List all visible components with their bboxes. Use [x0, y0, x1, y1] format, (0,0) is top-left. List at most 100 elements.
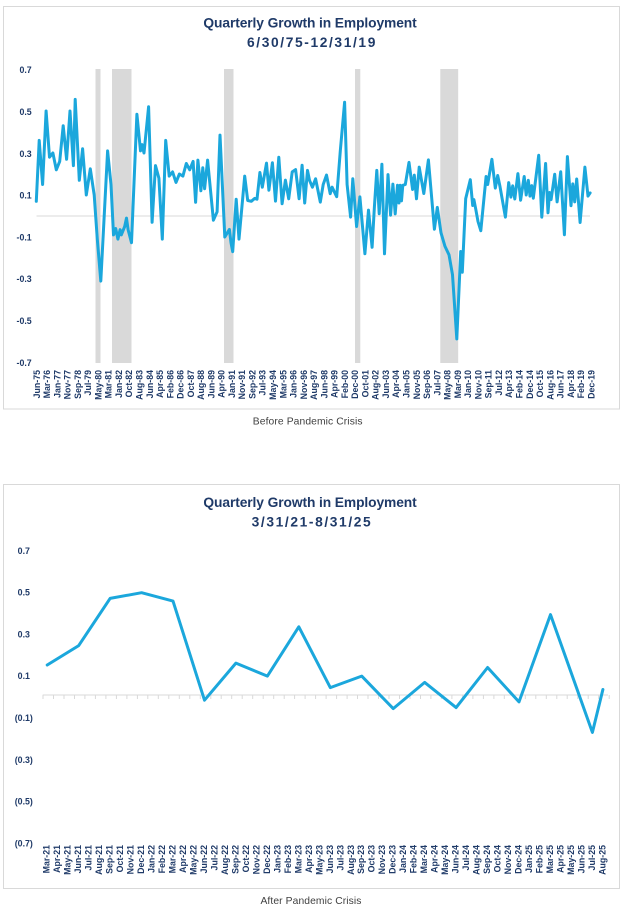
svg-text:Aug-21: Aug-21 — [94, 845, 104, 875]
svg-text:(0.5): (0.5) — [15, 797, 33, 807]
svg-text:Mar-76: Mar-76 — [42, 370, 52, 398]
svg-text:-0.1: -0.1 — [17, 232, 32, 242]
svg-text:Oct-22: Oct-22 — [241, 845, 251, 872]
svg-text:Oct-15: Oct-15 — [535, 370, 545, 397]
svg-text:Dec-19: Dec-19 — [586, 370, 596, 399]
svg-text:Jul-07: Jul-07 — [432, 370, 442, 396]
svg-text:Nov-05: Nov-05 — [412, 370, 422, 399]
svg-text:Jun-89: Jun-89 — [206, 370, 216, 398]
svg-text:Quarterly Growth in Employment: Quarterly Growth in Employment — [203, 16, 417, 31]
svg-text:0.3: 0.3 — [19, 149, 31, 159]
svg-text:Aug-83: Aug-83 — [135, 370, 145, 400]
svg-text:-0.5: -0.5 — [17, 316, 32, 326]
svg-text:Aug-88: Aug-88 — [196, 370, 206, 400]
svg-text:Nov-10: Nov-10 — [473, 370, 483, 399]
svg-text:Dec-86: Dec-86 — [176, 370, 186, 399]
svg-text:May-08: May-08 — [443, 370, 453, 400]
svg-text:Apr-21: Apr-21 — [52, 845, 62, 873]
svg-text:Nov-91: Nov-91 — [237, 370, 247, 399]
svg-text:After Pandemic Crisis: After Pandemic Crisis — [260, 896, 361, 907]
svg-text:Oct-21: Oct-21 — [115, 845, 125, 872]
svg-text:0.7: 0.7 — [19, 65, 31, 75]
svg-text:Jun-84: Jun-84 — [145, 370, 155, 398]
svg-text:Mar-25: Mar-25 — [545, 845, 555, 873]
svg-text:Nov-77: Nov-77 — [63, 370, 73, 399]
svg-text:Apr-99: Apr-99 — [330, 370, 340, 398]
svg-text:Jan-82: Jan-82 — [114, 370, 124, 398]
svg-text:Apr-22: Apr-22 — [178, 845, 188, 873]
svg-text:Feb-19: Feb-19 — [576, 370, 586, 398]
svg-text:Before Pandemic Crisis: Before Pandemic Crisis — [253, 417, 363, 428]
svg-text:May-25: May-25 — [566, 845, 576, 875]
svg-text:Nov-96: Nov-96 — [299, 370, 309, 399]
svg-text:Oct-24: Oct-24 — [493, 845, 503, 872]
svg-text:Feb-22: Feb-22 — [157, 845, 167, 873]
svg-text:Feb-23: Feb-23 — [283, 845, 293, 873]
svg-text:-0.7: -0.7 — [17, 358, 32, 368]
svg-text:Sep-22: Sep-22 — [230, 845, 240, 874]
svg-text:Oct-82: Oct-82 — [124, 370, 134, 397]
svg-text:0.3: 0.3 — [18, 629, 30, 639]
svg-text:Jun-03: Jun-03 — [381, 370, 391, 398]
svg-text:Jun-24: Jun-24 — [451, 845, 461, 873]
svg-text:Jan-22: Jan-22 — [147, 845, 157, 873]
svg-text:Dec-24: Dec-24 — [514, 845, 524, 874]
svg-text:Jun-25: Jun-25 — [576, 845, 586, 873]
svg-text:Jun-75: Jun-75 — [32, 370, 42, 398]
svg-text:Mar-81: Mar-81 — [104, 370, 114, 398]
svg-text:Aug-16: Aug-16 — [545, 370, 555, 400]
svg-text:Jul-93: Jul-93 — [258, 370, 268, 396]
svg-text:Nov-22: Nov-22 — [251, 845, 261, 874]
svg-text:Jul-12: Jul-12 — [494, 370, 504, 396]
svg-text:(0.7): (0.7) — [15, 838, 33, 848]
svg-text:(0.3): (0.3) — [15, 755, 33, 765]
svg-text:Apr-85: Apr-85 — [155, 370, 165, 398]
svg-text:Apr-23: Apr-23 — [304, 845, 314, 873]
svg-text:Sep-23: Sep-23 — [356, 845, 366, 874]
svg-text:Nov-24: Nov-24 — [503, 845, 513, 874]
svg-text:Dec-23: Dec-23 — [388, 845, 398, 874]
svg-text:Jul-21: Jul-21 — [84, 845, 94, 871]
svg-text:Aug-97: Aug-97 — [309, 370, 319, 400]
svg-text:Jun-22: Jun-22 — [199, 845, 209, 873]
svg-text:Jan-23: Jan-23 — [272, 845, 282, 873]
svg-text:Jan-91: Jan-91 — [227, 370, 237, 398]
svg-text:Nov-21: Nov-21 — [126, 845, 136, 874]
svg-text:May-21: May-21 — [63, 845, 73, 875]
svg-text:Feb-00: Feb-00 — [340, 370, 350, 398]
svg-text:Jan-96: Jan-96 — [289, 370, 299, 398]
svg-text:Dec-22: Dec-22 — [262, 845, 272, 874]
svg-text:Apr-24: Apr-24 — [430, 845, 440, 873]
svg-text:Jan-10: Jan-10 — [463, 370, 473, 398]
svg-text:Mar-23: Mar-23 — [293, 845, 303, 873]
svg-text:-0.3: -0.3 — [17, 274, 32, 284]
svg-text:Jan-24: Jan-24 — [398, 845, 408, 873]
svg-text:Aug-23: Aug-23 — [346, 845, 356, 875]
svg-text:6/30/75-12/31/19: 6/30/75-12/31/19 — [247, 35, 377, 50]
svg-text:Apr-25: Apr-25 — [556, 845, 566, 873]
svg-text:Apr-04: Apr-04 — [391, 370, 401, 398]
svg-text:Jun-21: Jun-21 — [73, 845, 83, 873]
svg-text:Nov-23: Nov-23 — [377, 845, 387, 874]
svg-text:Jun-98: Jun-98 — [319, 370, 329, 398]
svg-text:May-23: May-23 — [314, 845, 324, 875]
svg-text:Jan-25: Jan-25 — [524, 845, 534, 873]
svg-text:Jan-77: Jan-77 — [52, 370, 62, 398]
svg-text:Apr-18: Apr-18 — [566, 370, 576, 398]
svg-text:Feb-24: Feb-24 — [409, 845, 419, 873]
svg-text:Feb-25: Feb-25 — [535, 845, 545, 873]
svg-text:Aug-02: Aug-02 — [371, 370, 381, 400]
svg-text:Sep-24: Sep-24 — [482, 845, 492, 874]
svg-text:Jul-25: Jul-25 — [587, 845, 597, 871]
svg-text:0.1: 0.1 — [18, 671, 30, 681]
svg-text:May-80: May-80 — [93, 370, 103, 400]
svg-text:Jan-05: Jan-05 — [402, 370, 412, 398]
svg-text:May-22: May-22 — [189, 845, 199, 875]
svg-text:Quarterly Growth in Employment: Quarterly Growth in Employment — [203, 495, 417, 510]
svg-text:Feb-14: Feb-14 — [515, 370, 525, 398]
svg-text:Jul-23: Jul-23 — [335, 845, 345, 871]
svg-text:May-24: May-24 — [440, 845, 450, 875]
svg-text:Mar-24: Mar-24 — [419, 845, 429, 873]
svg-text:Aug-25: Aug-25 — [597, 845, 607, 875]
svg-text:Jun-23: Jun-23 — [325, 845, 335, 873]
